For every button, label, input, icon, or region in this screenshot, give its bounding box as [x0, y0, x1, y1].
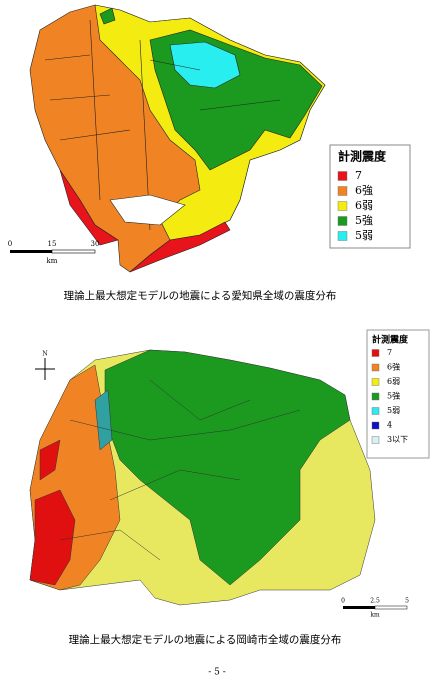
scale-bar-1: 0 15 30 km — [8, 240, 100, 265]
caption: 理論上最大想定モデルの地震による愛知県全域の震度分布 — [64, 289, 337, 302]
legend-swatch — [337, 231, 348, 241]
map-aichi — [29, 4, 326, 273]
scale-unit: km — [370, 612, 380, 619]
scale-label: 5 — [405, 598, 409, 605]
scale-bar — [374, 605, 408, 610]
legend-label: 3以下 — [387, 435, 408, 444]
legend-swatch — [371, 363, 380, 372]
legend-swatch — [371, 421, 380, 430]
legend-title: 計測震度 — [372, 334, 409, 346]
map-okazaki — [29, 349, 376, 606]
legend-label: 7 — [355, 169, 362, 182]
legend-swatch — [337, 186, 348, 196]
scale-label: 0 — [341, 598, 345, 605]
legend-swatch — [337, 216, 348, 226]
caption: 理論上最大想定モデルの地震による岡崎市全域の震度分布 — [69, 633, 342, 646]
compass: N — [35, 351, 55, 380]
legend-label: 5弱 — [387, 406, 400, 415]
legend-title: 計測震度 — [338, 149, 387, 164]
legend-box — [329, 144, 411, 249]
legend-swatch — [371, 436, 380, 444]
legend-label: 6強 — [387, 362, 400, 372]
scale-label: 0 — [8, 240, 12, 248]
scale-bar-2: 0 2.5 5 km — [341, 598, 409, 619]
legend-label: 6弱 — [387, 377, 400, 386]
scale-unit: km — [47, 257, 58, 265]
legend-1: 計測震度 7 6強 6弱 5強 5弱 — [329, 144, 411, 249]
legend-swatch — [371, 392, 380, 401]
legend-swatch — [371, 378, 380, 386]
scale-label: 15 — [48, 240, 57, 248]
legend-swatch — [371, 349, 380, 357]
legend-label: 5弱 — [355, 229, 373, 242]
legend-label: 4 — [387, 421, 392, 430]
scale-bar — [51, 249, 96, 254]
legend-label: 5強 — [387, 391, 400, 401]
legend-2: 計測震度 7 6強 6弱 5強 5弱 4 3以下 — [366, 329, 430, 459]
legend-label: 6弱 — [355, 199, 373, 212]
legend-swatch — [371, 407, 380, 415]
legend-label: 5強 — [355, 214, 373, 227]
legend-label: 6強 — [355, 184, 373, 197]
page-number: - 5 - — [208, 668, 226, 678]
legend-label: 7 — [387, 348, 392, 357]
legend-swatch — [337, 201, 348, 211]
compass-label: N — [42, 351, 47, 358]
legend-swatch — [337, 171, 348, 181]
scale-label: 30 — [91, 240, 100, 248]
scale-label: 2.5 — [370, 598, 380, 605]
